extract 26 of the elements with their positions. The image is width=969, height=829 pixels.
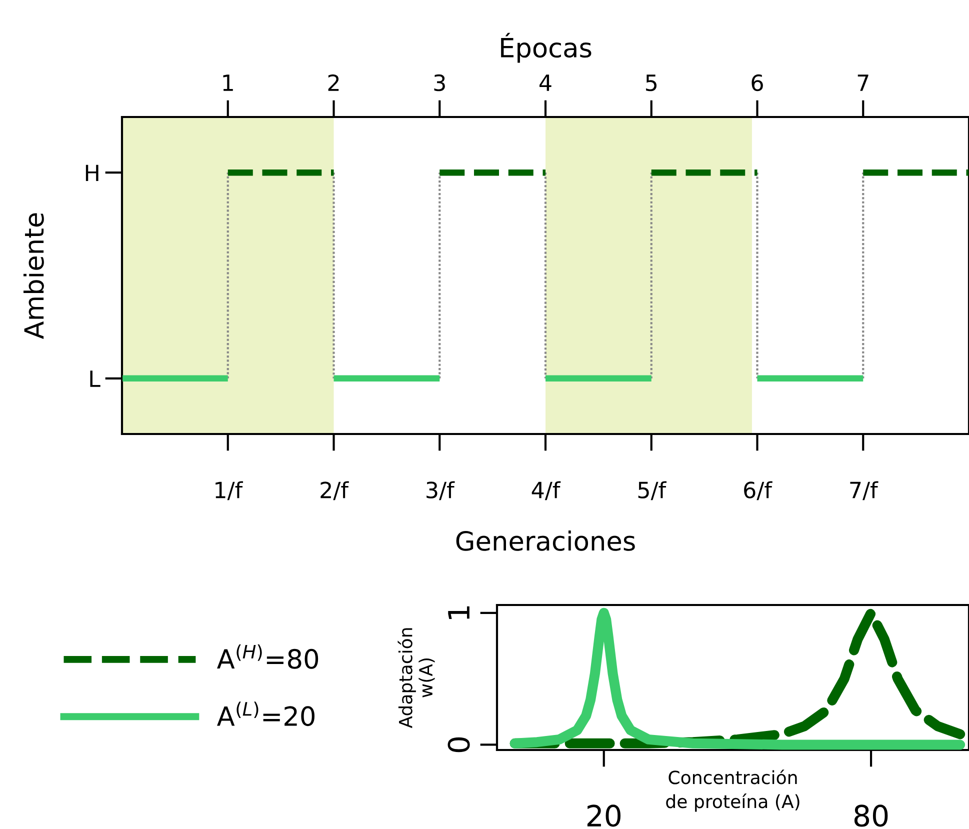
x-tick-label: 3/f: [426, 481, 455, 500]
x-tick-label: 7/f: [850, 481, 878, 500]
legend-label: A$^{(H)}$=80: [217, 644, 318, 669]
x-tick-label: 5/f: [638, 481, 667, 500]
x-tick-label: 2/f: [320, 481, 349, 500]
y-axis-title: Adaptación w(A): [398, 628, 435, 728]
x2-tick-label: 3: [434, 74, 445, 92]
legend-label: A$^{(L)}$=20: [217, 702, 314, 726]
x2-tick-label: 1: [223, 74, 233, 91]
text: L: [90, 370, 100, 387]
x-axis-title: Generaciones: [456, 530, 635, 551]
y-tick-label: 0: [448, 737, 470, 752]
y-axis-title: Ambiente: [24, 213, 44, 339]
x2-tick-label: 4: [540, 74, 552, 91]
text: H: [86, 164, 98, 182]
x-tick-label: 4/f: [532, 481, 561, 500]
x2-tick-label: 5: [646, 74, 657, 92]
x-tick-label: 1/f: [216, 481, 244, 500]
x2-axis-title: Épocas: [501, 32, 592, 63]
x-tick-label: 6/f: [744, 481, 772, 500]
x-tick-label: 20: [587, 804, 620, 827]
x-axis-title: Concentración de proteína (A): [666, 770, 800, 812]
x-tick-label: 80: [854, 804, 888, 827]
x2-tick-label: 2: [328, 74, 339, 91]
x2-tick-label: 6: [752, 74, 763, 92]
x2-tick-label: 7: [858, 74, 868, 91]
